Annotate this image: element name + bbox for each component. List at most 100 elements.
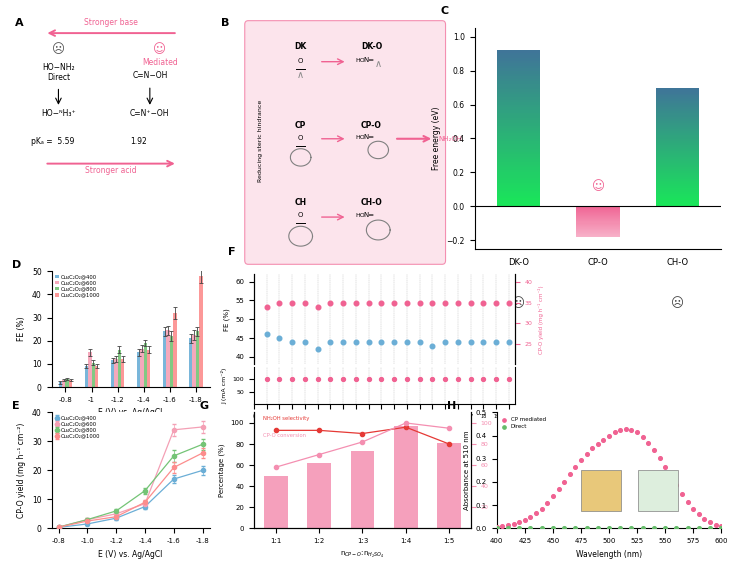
Point <box>274 333 286 342</box>
Bar <box>497 154 540 157</box>
Bar <box>163 332 166 387</box>
Text: HO−NH₂: HO−NH₂ <box>42 63 75 72</box>
Text: HO: HO <box>355 213 365 218</box>
Bar <box>497 110 540 112</box>
Bar <box>497 84 540 86</box>
Point <box>503 337 514 346</box>
Bar <box>656 110 699 111</box>
Text: NH₂OH selectivity: NH₂OH selectivity <box>263 416 309 421</box>
Direct <box>592 523 604 532</box>
Direct <box>491 523 503 532</box>
Bar <box>497 133 540 136</box>
Bar <box>576 234 620 236</box>
Bar <box>656 180 699 182</box>
Bar <box>656 160 699 163</box>
Bar <box>263 476 288 528</box>
Direct <box>693 523 705 532</box>
Bar <box>581 470 621 511</box>
Point <box>414 298 425 307</box>
Text: pKₐ =  5.59: pKₐ = 5.59 <box>31 137 74 146</box>
Point <box>452 337 464 346</box>
Bar <box>656 175 699 176</box>
Point <box>299 375 311 384</box>
Bar <box>497 118 540 120</box>
Bar <box>497 180 540 183</box>
Direct <box>637 523 648 532</box>
Bar <box>576 211 620 212</box>
Direct <box>615 523 626 532</box>
Bar <box>497 120 540 123</box>
Bar <box>144 343 147 387</box>
Bar <box>69 380 72 387</box>
CP mediated <box>553 484 565 493</box>
Bar <box>497 86 540 89</box>
Point <box>478 337 489 346</box>
Bar <box>497 193 540 196</box>
Bar <box>656 149 699 151</box>
Text: ☹: ☹ <box>52 43 65 56</box>
Y-axis label: Absorbance at 510 nm: Absorbance at 510 nm <box>464 431 470 510</box>
Text: Stronger acid: Stronger acid <box>85 166 137 175</box>
CP mediated <box>609 428 620 437</box>
CP mediated <box>648 445 659 454</box>
Point <box>363 298 375 307</box>
Direct <box>659 523 671 532</box>
Bar <box>656 121 699 123</box>
Direct <box>670 523 682 532</box>
CP mediated <box>508 520 520 529</box>
Bar <box>576 221 620 223</box>
Text: ∧: ∧ <box>375 59 382 69</box>
Legend: Cu₄C₂O₂@400, Cu₄C₂O₂@600, Cu₄C₂O₂@800, Cu₄C₂O₂@1000: Cu₄C₂O₂@400, Cu₄C₂O₂@600, Cu₄C₂O₂@800, C… <box>54 274 101 298</box>
Bar <box>656 155 699 157</box>
Bar <box>497 115 540 118</box>
Bar <box>656 137 699 139</box>
Bar <box>576 232 620 233</box>
Bar <box>114 359 118 387</box>
Bar <box>88 353 91 387</box>
Point <box>388 375 400 384</box>
Direct <box>581 523 592 532</box>
Point <box>363 375 375 384</box>
Bar <box>656 103 699 105</box>
Direct <box>603 523 615 532</box>
Point <box>503 298 514 307</box>
FancyBboxPatch shape <box>245 21 445 264</box>
CP mediated <box>698 515 710 524</box>
Bar <box>576 214 620 215</box>
Point <box>426 341 438 350</box>
Text: NH₂OH: NH₂OH <box>439 136 463 142</box>
Bar <box>59 383 62 387</box>
Text: Stronger base: Stronger base <box>84 18 138 27</box>
Bar <box>656 186 699 188</box>
Bar <box>95 366 99 387</box>
Point <box>375 337 387 346</box>
CP mediated <box>704 518 716 527</box>
CP mediated <box>665 472 676 481</box>
CP mediated <box>564 470 576 479</box>
Text: C=N⁺−OH: C=N⁺−OH <box>130 110 169 119</box>
Bar <box>576 231 620 232</box>
CP mediated <box>525 512 537 521</box>
Y-axis label: FE (%): FE (%) <box>223 308 230 331</box>
Bar <box>656 194 699 196</box>
Bar <box>497 172 540 175</box>
CP mediated <box>598 435 609 444</box>
CP mediated <box>603 431 615 440</box>
Bar <box>497 128 540 131</box>
Bar <box>576 209 620 210</box>
Bar <box>656 143 699 145</box>
Bar <box>656 184 699 186</box>
Bar <box>656 93 699 95</box>
Text: F: F <box>227 247 236 257</box>
Bar <box>121 359 124 387</box>
Bar <box>656 131 699 133</box>
Bar <box>656 202 699 204</box>
Text: DK: DK <box>294 42 307 51</box>
Bar <box>497 167 540 170</box>
Bar <box>497 164 540 167</box>
Legend: CP mediated, Direct: CP mediated, Direct <box>500 415 548 431</box>
Direct <box>704 523 716 532</box>
Point <box>414 375 425 384</box>
Bar <box>91 363 95 387</box>
Bar <box>118 350 121 387</box>
